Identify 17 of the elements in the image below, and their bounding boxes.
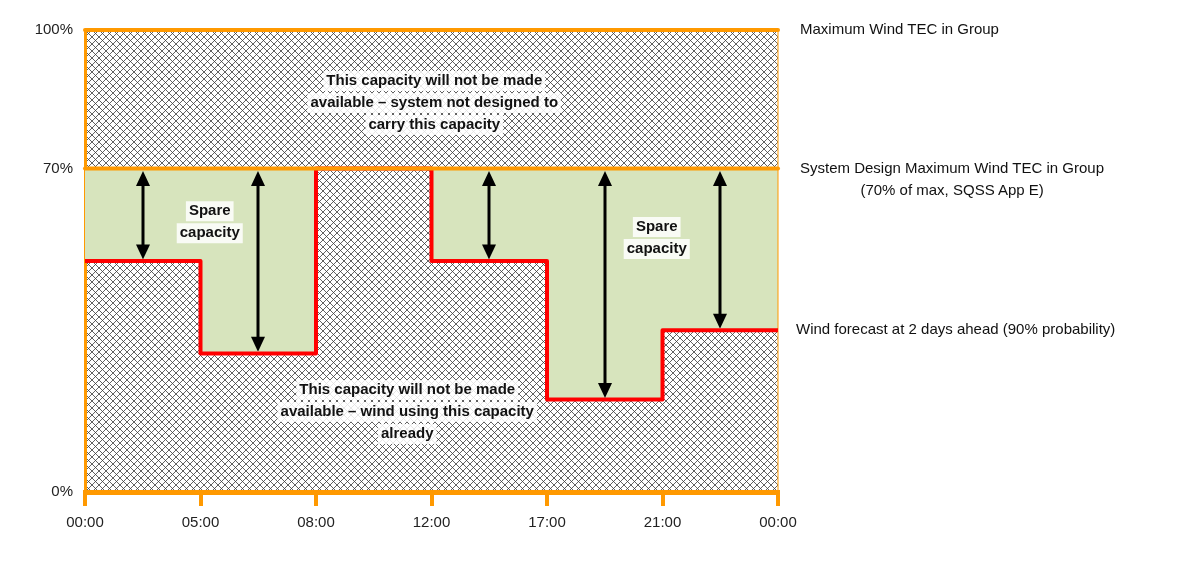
x-tick-label: 00:00: [759, 513, 797, 531]
x-tick-label: 00:00: [66, 513, 104, 531]
ref-line-label: System Design Maximum Wind TEC in Group (70% of max, SQSS App E): [800, 158, 1104, 198]
y-tick-label: 70%: [42, 158, 73, 176]
x-tick-label: 05:00: [181, 513, 220, 531]
x-tick-label: 21:00: [643, 513, 682, 531]
y-tick-label: 0%: [51, 482, 73, 500]
y-tick-label: 100%: [34, 20, 73, 38]
annotation: Spare capacity: [179, 201, 241, 241]
x-tick-label: 17:00: [528, 513, 566, 531]
ref-line-label: Maximum Wind TEC in Group: [800, 20, 999, 38]
x-tick-label: 08:00: [297, 513, 335, 531]
annotation: This capacity will not be made available – system not designed to carry this capacity: [310, 71, 559, 133]
x-tick-label: 12:00: [412, 513, 451, 531]
annotation: Spare capacity: [626, 217, 688, 257]
annotation: This capacity will not be made available – wind using this capacity already: [280, 380, 535, 442]
series-label: Wind forecast at 2 days ahead (90% probability): [796, 320, 1116, 338]
